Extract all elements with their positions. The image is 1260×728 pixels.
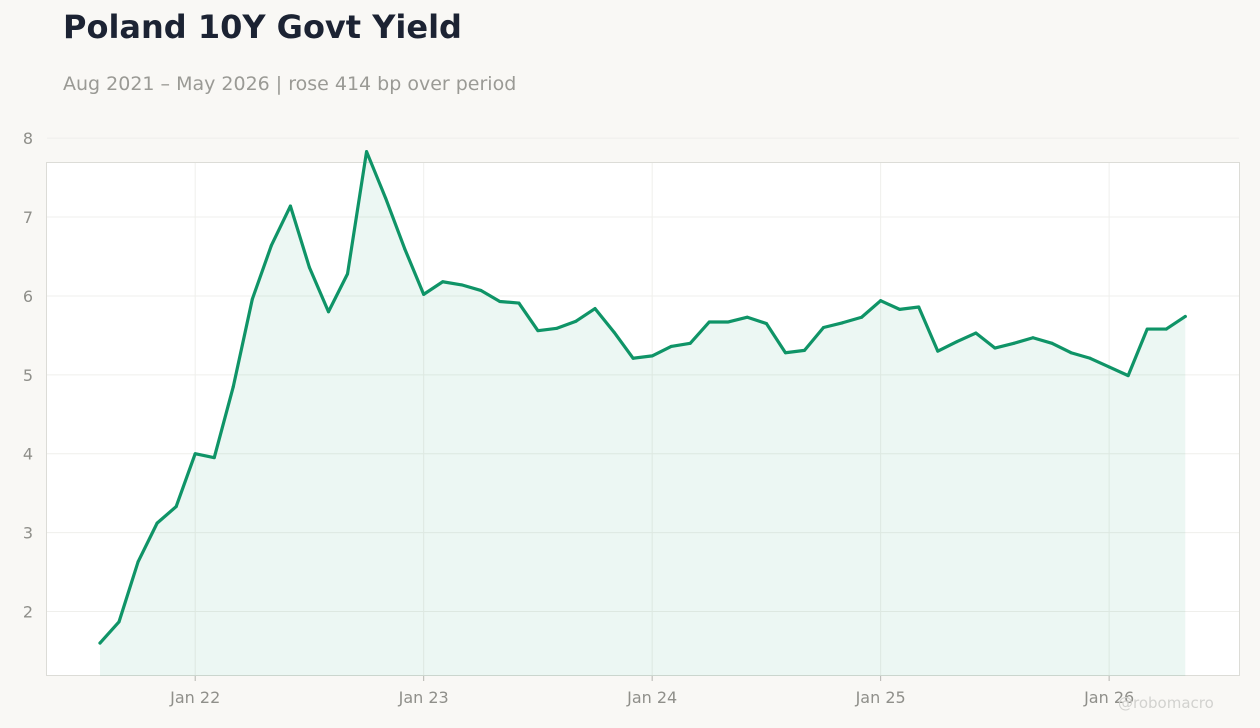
data-point: [193, 452, 197, 456]
data-point: [936, 349, 940, 353]
data-point: [498, 299, 502, 303]
data-point: [117, 620, 121, 624]
data-point: [917, 305, 921, 309]
data-point: [326, 310, 330, 314]
data-point: [1012, 341, 1016, 345]
data-point: [555, 326, 559, 330]
data-point: [650, 354, 654, 358]
data-point: [136, 560, 140, 564]
series-line: [98, 149, 1187, 645]
data-point: [898, 307, 902, 311]
data-point: [288, 204, 292, 208]
data-point: [307, 266, 311, 270]
data-point: [250, 297, 254, 301]
data-point: [841, 321, 845, 325]
y-tick-label: 3: [23, 524, 33, 543]
data-point: [1050, 341, 1054, 345]
x-tick-label: Jan 22: [169, 688, 220, 707]
data-point: [441, 280, 445, 284]
x-tick-label: Jan 25: [855, 688, 906, 707]
data-point: [707, 320, 711, 324]
data-point: [783, 351, 787, 355]
data-point: [536, 329, 540, 333]
y-axis: 2 3 4 5 6 7 8: [23, 129, 33, 621]
data-point: [1031, 336, 1035, 340]
data-point: [403, 247, 407, 251]
data-point: [993, 346, 997, 350]
data-point: [460, 283, 464, 287]
data-point: [174, 505, 178, 509]
x-tick-label: Jan 26: [1083, 688, 1134, 707]
x-axis: Jan 22 Jan 23 Jan 24 Jan 25 Jan 26: [169, 676, 1134, 707]
data-point: [669, 344, 673, 348]
series-area: [100, 151, 1186, 676]
data-point: [1069, 351, 1073, 355]
data-point: [231, 385, 235, 389]
data-point: [479, 288, 483, 292]
y-tick-label: 8: [23, 129, 33, 148]
data-point: [688, 341, 692, 345]
data-point: [574, 319, 578, 323]
data-point: [1126, 374, 1130, 378]
watermark: @robomacro: [1118, 694, 1214, 712]
data-point: [269, 243, 273, 247]
data-point: [1088, 356, 1092, 360]
data-point: [879, 299, 883, 303]
y-tick-label: 5: [23, 366, 33, 385]
data-point: [384, 196, 388, 200]
data-point: [612, 330, 616, 334]
data-point: [764, 322, 768, 326]
y-tick-label: 4: [23, 445, 33, 464]
y-tick-label: 2: [23, 603, 33, 622]
data-point: [212, 456, 216, 460]
plot-area: [46, 162, 1240, 676]
x-tick-label: Jan 23: [398, 688, 449, 707]
data-point: [422, 292, 426, 296]
data-point: [346, 272, 350, 276]
grid-lines: [47, 137, 1239, 675]
data-point: [822, 326, 826, 329]
data-point: [974, 331, 978, 335]
data-point: [155, 521, 159, 525]
data-point: [631, 356, 635, 360]
data-point: [726, 320, 730, 324]
data-point: [745, 315, 749, 319]
y-tick-label: 7: [23, 208, 33, 227]
data-point: [1145, 327, 1149, 331]
data-point: [98, 641, 102, 645]
data-point: [517, 301, 521, 305]
data-point: [860, 315, 864, 319]
data-point: [955, 340, 959, 344]
data-point: [1164, 327, 1168, 331]
y-tick-label: 6: [23, 287, 33, 306]
data-point: [1107, 365, 1111, 369]
chart-title: Poland 10Y Govt Yield: [63, 8, 462, 46]
x-tick-label: Jan 24: [626, 688, 677, 707]
data-point: [1183, 314, 1187, 318]
data-point: [593, 307, 597, 311]
chart-subtitle: Aug 2021 – May 2026 | rose 414 bp over p…: [63, 73, 517, 95]
data-point: [365, 150, 369, 154]
data-point: [802, 348, 806, 352]
data-layer: [98, 149, 1187, 676]
